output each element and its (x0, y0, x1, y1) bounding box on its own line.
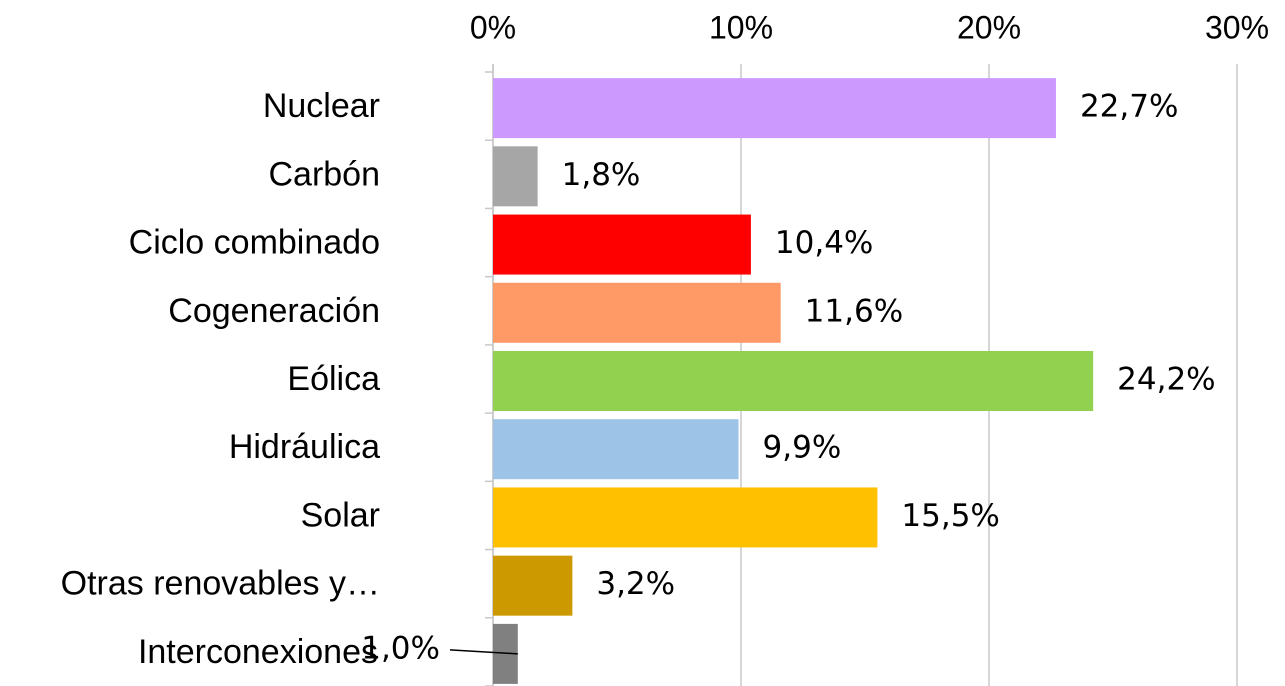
category-label: Eólica (287, 360, 380, 398)
bar (493, 351, 1094, 411)
bar (493, 214, 751, 275)
value-label: 3,2% (596, 566, 675, 602)
value-label: 1,8% (562, 157, 641, 193)
category-label: Solar (301, 496, 380, 534)
category-label: Carbón (268, 155, 380, 193)
bar (493, 555, 573, 616)
value-label: 10,4% (775, 225, 873, 261)
x-tick-label: 0% (470, 9, 516, 45)
category-label: Nuclear (263, 87, 380, 125)
bar (493, 282, 781, 343)
category-label: Otras renovables y… (61, 565, 380, 603)
bar (493, 419, 739, 480)
bar (493, 78, 1056, 139)
x-tick-label: 30% (1205, 9, 1269, 45)
bar (493, 487, 878, 548)
x-tick-label: 20% (957, 9, 1021, 45)
bar (493, 146, 538, 207)
x-tick-label: 10% (709, 9, 773, 45)
value-label: 24,2% (1117, 362, 1215, 398)
category-label: Cogeneración (168, 292, 380, 330)
value-label: 22,7% (1080, 89, 1178, 125)
value-label: 9,9% (763, 430, 842, 466)
leader-line (449, 649, 518, 655)
category-label: Hidráulica (229, 428, 380, 466)
category-label: Interconexiones (138, 633, 378, 671)
value-label: 15,5% (901, 498, 999, 534)
value-label: 11,6% (805, 293, 903, 329)
category-label: Ciclo combinado (129, 224, 380, 262)
value-label: 1,0% (361, 630, 440, 666)
